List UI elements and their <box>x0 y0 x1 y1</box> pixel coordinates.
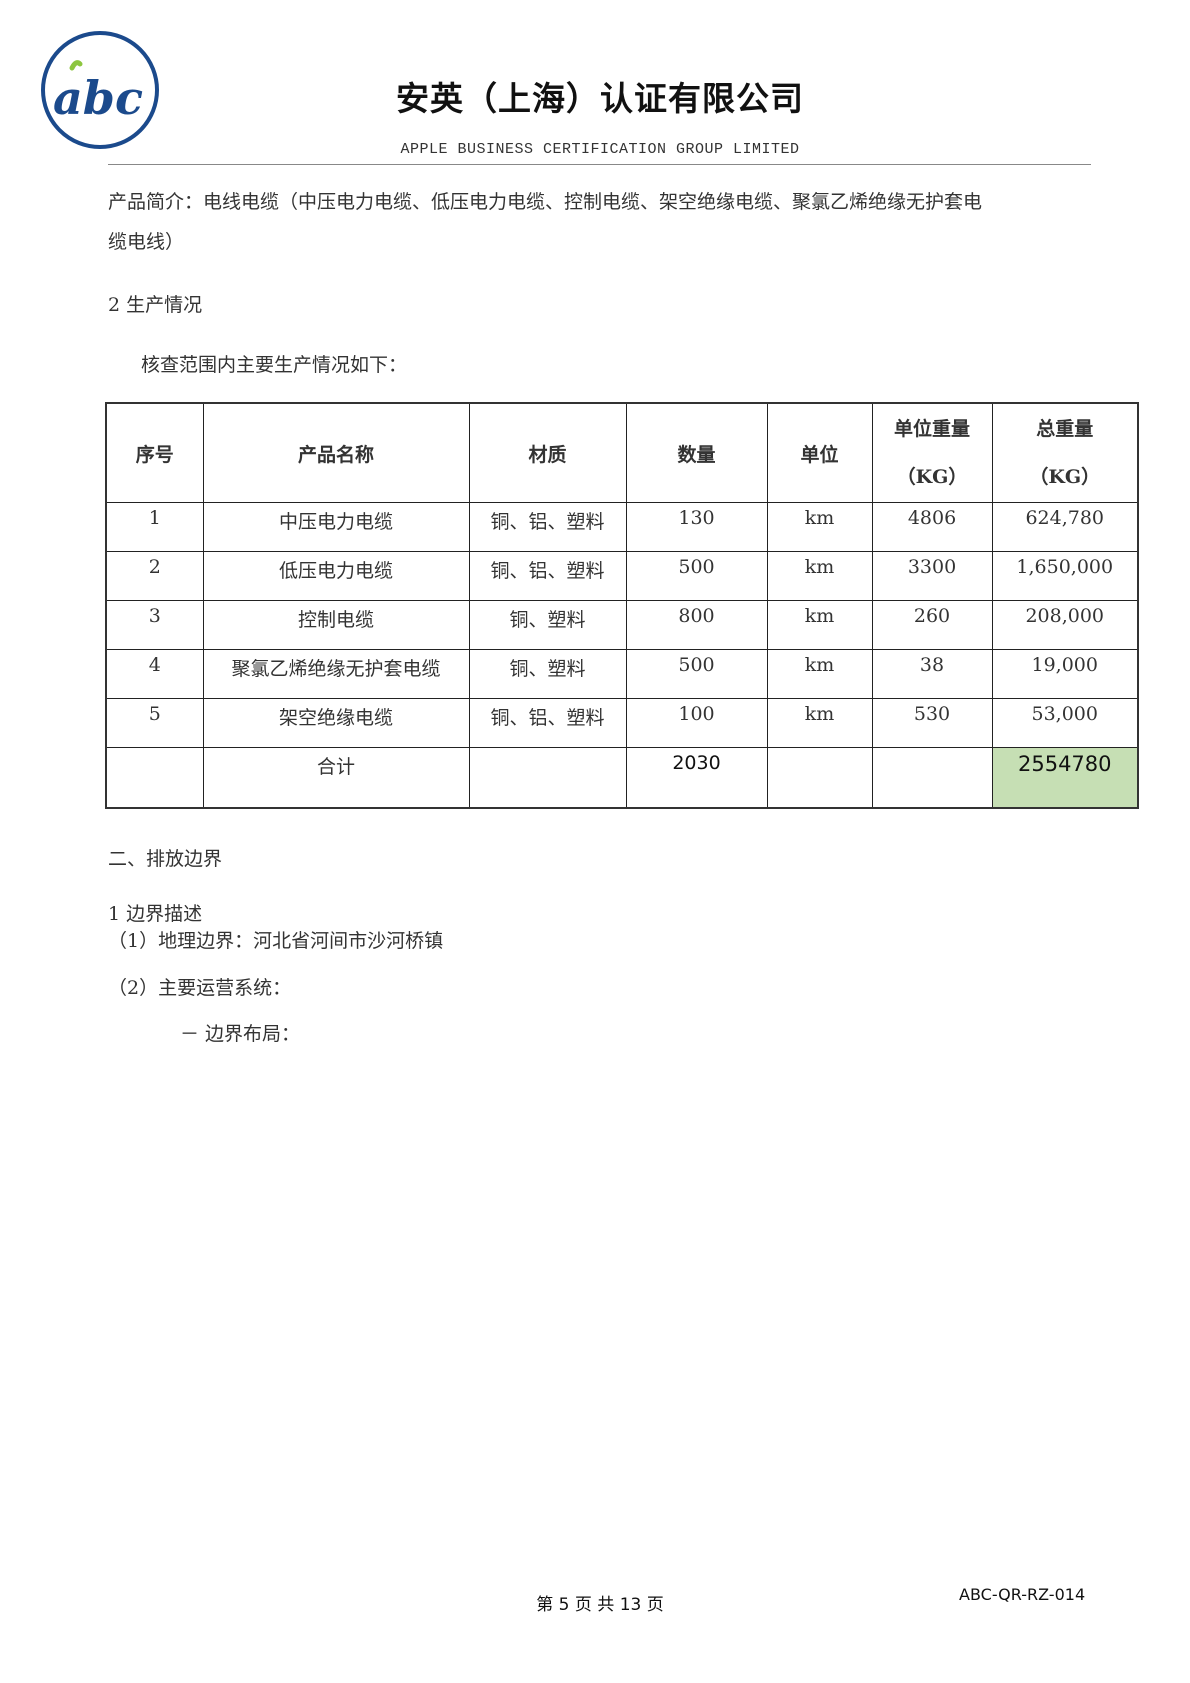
header-cell: 序号 <box>105 402 204 503</box>
table-cell: 3 <box>105 600 204 650</box>
table-cell <box>105 747 204 808</box>
table-cell: 1,650,000 <box>991 551 1139 601</box>
header-divider <box>108 164 1091 165</box>
header-cell: 数量 <box>625 402 768 503</box>
table-cell: km <box>766 600 873 650</box>
header-cell: 材质 <box>468 402 627 503</box>
table-cell: 38 <box>871 649 993 699</box>
table-cell: 架空绝缘电缆 <box>202 698 470 748</box>
table-cell: 624,780 <box>991 502 1139 552</box>
table-cell: 1 <box>105 502 204 552</box>
total-row: 合计 2030 2554780 <box>105 747 1139 808</box>
table-cell: 5 <box>105 698 204 748</box>
geo-boundary: （1）地理边界：河北省河间市沙河桥镇 <box>108 930 444 952</box>
total-label: 合计 <box>202 747 470 808</box>
header-label: 单位重量 <box>893 418 970 440</box>
table-row: 4 聚氯乙烯绝缘无护套电缆 铜、塑料 500 km 38 19,000 <box>105 649 1139 699</box>
table-cell: 低压电力电缆 <box>202 551 470 601</box>
table-cell: 500 <box>625 551 768 601</box>
total-quantity: 2030 <box>625 747 768 808</box>
section-lead: 核查范围内主要生产情况如下： <box>141 354 408 376</box>
table-cell: 聚氯乙烯绝缘无护套电缆 <box>202 649 470 699</box>
table-cell: 铜、铝、塑料 <box>468 551 627 601</box>
table-cell: km <box>766 649 873 699</box>
operations-system: （2）主要运营系统： <box>108 977 292 999</box>
table-cell: 4806 <box>871 502 993 552</box>
section-heading: 2 生产情况 <box>108 294 203 316</box>
company-title: 安英（上海）认证有限公司 <box>396 79 804 118</box>
table-cell: 4 <box>105 649 204 699</box>
production-table: 序号 产品名称 材质 数量 单位 单位重量 （KG） 总重量 （KG） 1 中压电力电… <box>105 402 1139 809</box>
product-intro: 产品简介：电线电缆（中压电力电缆、低压电力电缆、控制电缆、架空绝缘电缆、聚氯乙烯… <box>108 191 983 213</box>
header-label: 总重量 <box>1036 418 1094 440</box>
table-row: 2 低压电力电缆 铜、铝、塑料 500 km 3300 1,650,000 <box>105 551 1139 601</box>
table-cell: 130 <box>625 502 768 552</box>
table-row: 5 架空绝缘电缆 铜、铝、塑料 100 km 530 53,000 <box>105 698 1139 748</box>
table-cell: 铜、塑料 <box>468 600 627 650</box>
table-cell: 2 <box>105 551 204 601</box>
header-cell: 单位 <box>766 402 873 503</box>
header-unit: （KG） <box>1029 466 1101 488</box>
header-unit: （KG） <box>896 466 968 488</box>
table-cell: km <box>766 698 873 748</box>
product-intro-cont: 缆电线） <box>108 231 185 253</box>
table-cell: 铜、铝、塑料 <box>468 698 627 748</box>
table-header-row: 序号 产品名称 材质 数量 单位 单位重量 （KG） 总重量 （KG） <box>105 402 1139 503</box>
table-cell: 铜、铝、塑料 <box>468 502 627 552</box>
table-cell: km <box>766 502 873 552</box>
boundary-heading: 1 边界描述 <box>108 903 203 925</box>
table-cell: 19,000 <box>991 649 1139 699</box>
total-weight: 2554780 <box>991 747 1139 808</box>
table-row: 1 中压电力电缆 铜、铝、塑料 130 km 4806 624,780 <box>105 502 1139 552</box>
table-cell: 208,000 <box>991 600 1139 650</box>
table-cell: 3300 <box>871 551 993 601</box>
table-cell <box>766 747 873 808</box>
table-cell: 53,000 <box>991 698 1139 748</box>
header-cell: 产品名称 <box>202 402 470 503</box>
table-cell: km <box>766 551 873 601</box>
chapter-heading: 二、排放边界 <box>108 848 223 870</box>
table-cell: 500 <box>625 649 768 699</box>
table-row: 3 控制电缆 铜、塑料 800 km 260 208,000 <box>105 600 1139 650</box>
page-number: 第 5 页 共 13 页 <box>536 1595 664 1615</box>
company-logo: abc <box>38 28 162 152</box>
boundary-layout: － 边界布局： <box>180 1023 301 1045</box>
table-cell <box>871 747 993 808</box>
table-cell: 800 <box>625 600 768 650</box>
svg-text:abc: abc <box>53 71 143 125</box>
table-cell: 530 <box>871 698 993 748</box>
table-cell <box>468 747 627 808</box>
table-cell: 中压电力电缆 <box>202 502 470 552</box>
header-cell: 总重量 （KG） <box>991 402 1139 503</box>
table-cell: 100 <box>625 698 768 748</box>
table-cell: 260 <box>871 600 993 650</box>
table-cell: 铜、塑料 <box>468 649 627 699</box>
company-subtitle: APPLE BUSINESS CERTIFICATION GROUP LIMIT… <box>400 141 800 158</box>
header-cell: 单位重量 （KG） <box>871 402 993 503</box>
table-cell: 控制电缆 <box>202 600 470 650</box>
document-code: ABC-QR-RZ-014 <box>959 1585 1086 1604</box>
